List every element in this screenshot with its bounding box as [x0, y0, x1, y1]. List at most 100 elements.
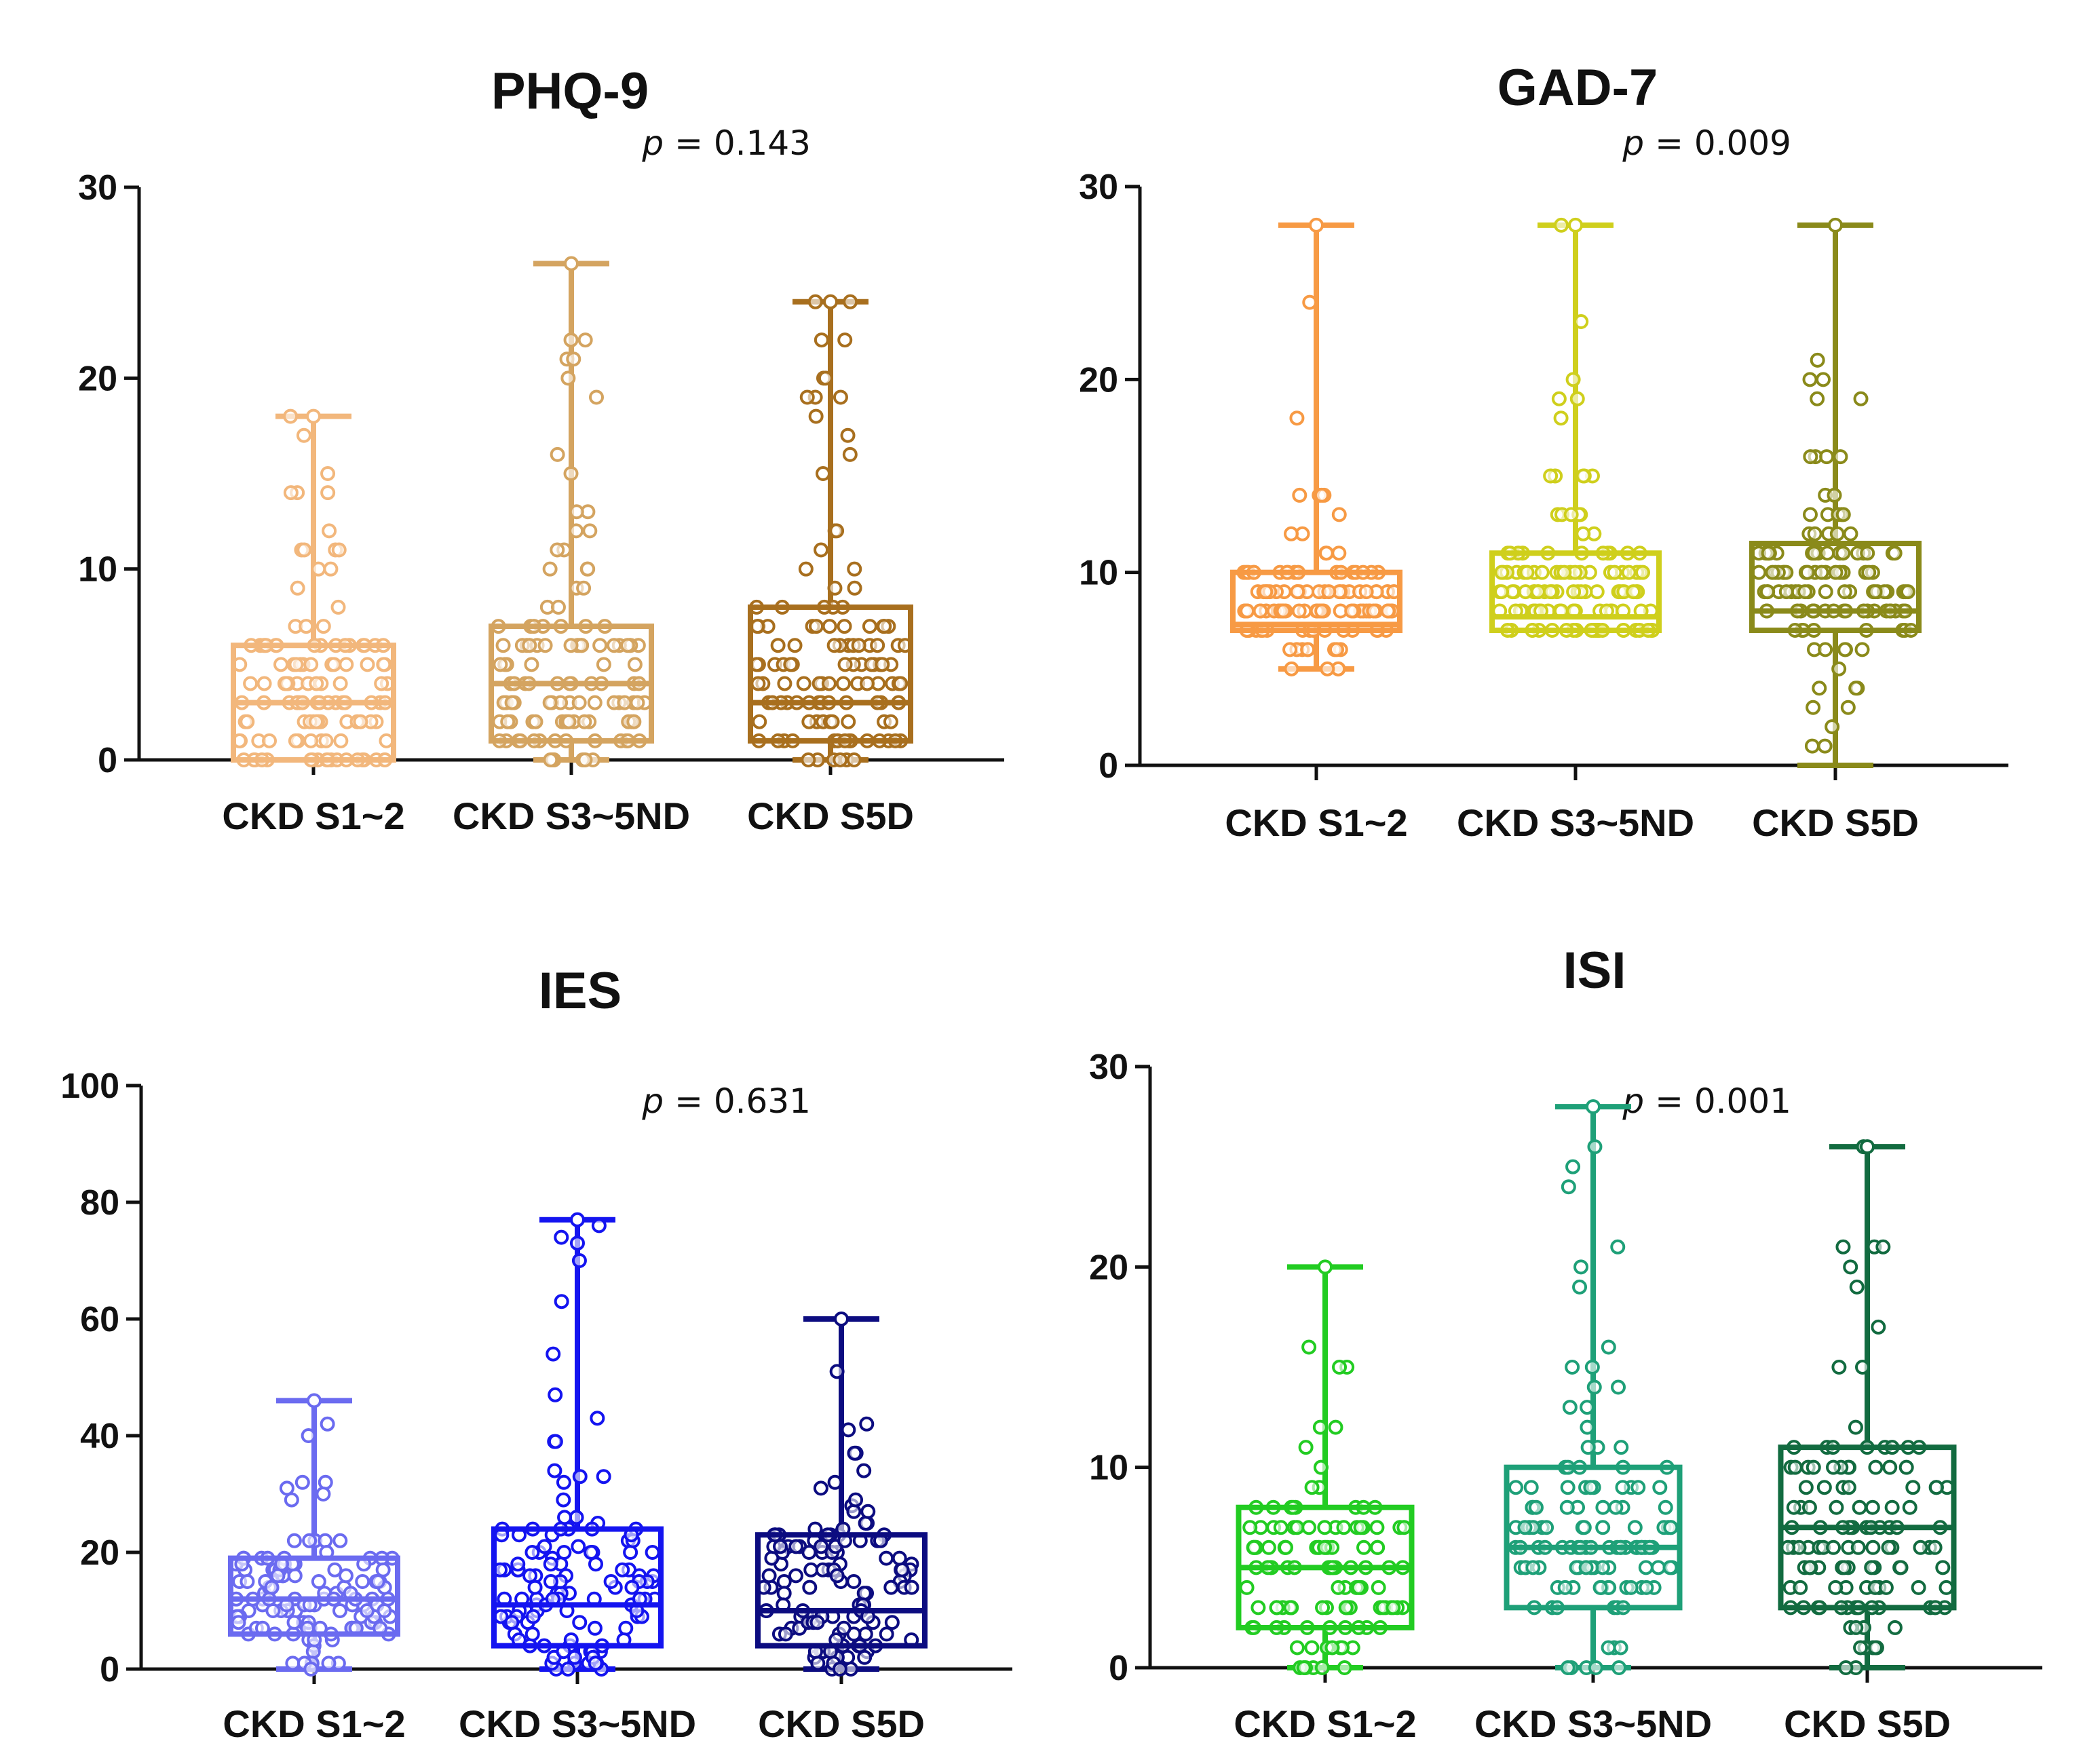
- data-point: [1610, 1239, 1626, 1255]
- data-point: [752, 714, 767, 729]
- data-point: [1837, 642, 1853, 657]
- iqr-box: [1749, 541, 1922, 633]
- data-point: [1786, 1499, 1801, 1515]
- data-point: [835, 676, 851, 691]
- data-point: [1828, 1580, 1844, 1595]
- iqr-box: [748, 604, 913, 744]
- data-point: [543, 752, 558, 767]
- data-point: [577, 752, 593, 767]
- data-point: [841, 1422, 856, 1438]
- data-point: [1765, 565, 1780, 580]
- data-point: [543, 1574, 558, 1589]
- data-point: [833, 752, 848, 767]
- data-point: [309, 676, 324, 691]
- data-point: [1935, 1560, 1951, 1575]
- data-point: [278, 676, 294, 691]
- data-point: [1539, 1520, 1554, 1535]
- data-point: [542, 561, 558, 577]
- y-tick-label: 100: [60, 1067, 119, 1106]
- category-label: CKD S5D: [747, 795, 914, 837]
- data-point: [1817, 738, 1833, 754]
- box-group-1: CKD S1~2: [223, 1393, 406, 1741]
- data-point: [1573, 1259, 1589, 1275]
- data-point: [1848, 1620, 1864, 1635]
- data-point: [837, 657, 853, 672]
- data-point: [1565, 1159, 1581, 1174]
- data-point: [1882, 1459, 1898, 1475]
- data-point: [1928, 1480, 1944, 1495]
- data-point: [1304, 1480, 1320, 1495]
- data-point: [1865, 1499, 1880, 1515]
- data-point: [1829, 526, 1845, 541]
- data-point: [1296, 1660, 1312, 1675]
- data-point: [1331, 1580, 1346, 1595]
- data-point: [809, 619, 824, 634]
- data-point: [1818, 642, 1833, 657]
- data-point: [1778, 584, 1794, 600]
- data-point: [374, 676, 389, 691]
- data-point: [279, 1480, 294, 1496]
- data-point: [1835, 1239, 1851, 1255]
- category-label: CKD S5D: [758, 1702, 925, 1741]
- data-point: [547, 1463, 562, 1478]
- data-point: [1623, 1580, 1639, 1595]
- p-value-label: p = 0.009: [1622, 123, 1791, 163]
- data-point: [537, 1539, 552, 1554]
- data-point: [1551, 391, 1567, 406]
- data-point: [875, 657, 890, 672]
- data-point: [847, 580, 862, 596]
- data-point: [1329, 642, 1345, 657]
- data-point: [788, 1568, 803, 1584]
- data-point: [796, 676, 812, 691]
- data-point: [563, 332, 579, 348]
- data-point: [286, 1533, 302, 1548]
- data-point: [569, 1510, 584, 1525]
- data-point: [1861, 565, 1877, 580]
- data-points: [749, 294, 913, 767]
- data-point: [846, 1574, 862, 1589]
- data-point: [1587, 1139, 1603, 1155]
- data-point: [1800, 565, 1816, 580]
- data-point: [1318, 1259, 1333, 1275]
- data-point: [1576, 1520, 1592, 1535]
- data-point: [1554, 217, 1569, 233]
- data-point: [1370, 1539, 1386, 1555]
- data-point: [829, 523, 845, 539]
- data-point: [548, 1434, 563, 1449]
- data-point: [1614, 1440, 1629, 1455]
- data-point: [1284, 661, 1299, 676]
- data-point: [1810, 391, 1825, 406]
- data-point: [338, 1568, 354, 1584]
- data-point: [1324, 1640, 1340, 1656]
- data-point: [377, 1603, 392, 1618]
- data-point: [591, 1218, 607, 1233]
- data-point: [1831, 661, 1847, 676]
- data-point: [1878, 1580, 1894, 1595]
- data-point: [1337, 1660, 1352, 1675]
- data-point: [1317, 1539, 1333, 1555]
- data-point: [847, 1445, 862, 1461]
- data-point: [630, 695, 645, 710]
- data-point: [297, 542, 312, 558]
- data-point: [1580, 1419, 1595, 1435]
- data-point: [332, 1603, 348, 1618]
- data-point: [1583, 1480, 1599, 1495]
- data-point: [1806, 700, 1821, 715]
- data-point: [1269, 1600, 1284, 1615]
- data-points: [493, 1212, 663, 1677]
- data-point: [567, 1649, 583, 1665]
- data-point: [1825, 719, 1840, 735]
- data-point: [1314, 603, 1330, 619]
- data-point: [1560, 1480, 1576, 1495]
- data-point: [303, 657, 319, 672]
- y-tick-label: 30: [1089, 1048, 1128, 1087]
- p-value-text: = 0.001: [1644, 1082, 1791, 1121]
- data-point: [808, 408, 824, 424]
- data-point: [810, 1656, 826, 1671]
- data-point: [856, 1586, 872, 1601]
- data-point: [1312, 1419, 1328, 1435]
- category-label: CKD S1~2: [223, 1702, 405, 1741]
- data-point: [862, 619, 877, 634]
- data-points: [231, 408, 395, 767]
